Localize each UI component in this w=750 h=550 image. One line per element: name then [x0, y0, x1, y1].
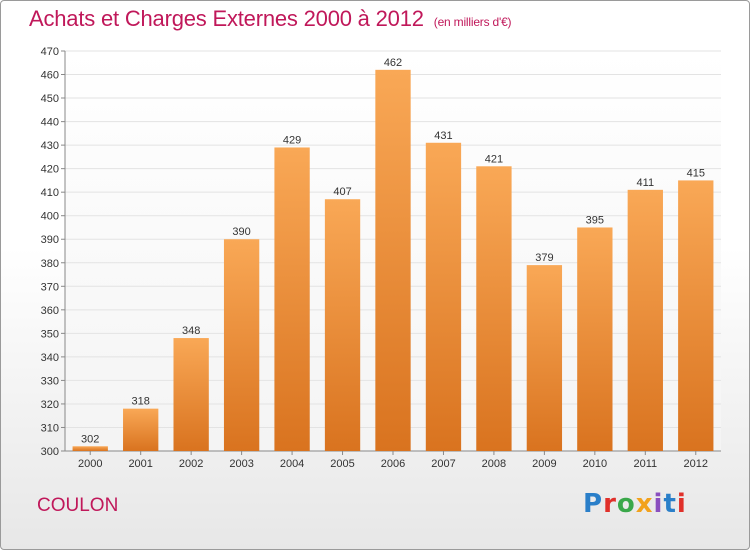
bar	[577, 227, 613, 451]
x-tick-label: 2004	[280, 458, 304, 470]
y-tick-label: 410	[41, 187, 59, 199]
x-tick-label: 2011	[633, 458, 657, 470]
x-tick-label: 2012	[684, 458, 708, 470]
logo-letter: o	[616, 489, 636, 519]
data-label: 407	[333, 186, 351, 198]
y-tick-label: 390	[41, 234, 59, 246]
logo-letter: x	[635, 489, 654, 519]
y-tick-label: 470	[41, 46, 59, 58]
x-tick-label: 2001	[128, 458, 152, 470]
logo-letter: i	[653, 489, 664, 519]
y-tick-label: 370	[41, 281, 59, 293]
bar	[324, 199, 361, 451]
y-axis-ticks: 300 310 320 330 340 350 360 370 380 390 400 410 420 4…	[41, 46, 59, 458]
x-tick-label: 2007	[431, 458, 455, 470]
data-label: 318	[132, 396, 150, 408]
x-tick-label: 2003	[229, 458, 253, 470]
chart-title: Achats et Charges Externes 2000 à 2012 (e…	[29, 6, 512, 32]
x-tick-label: 2002	[179, 458, 203, 470]
y-tick-label: 420	[41, 164, 59, 176]
data-label: 462	[384, 57, 402, 69]
data-label: 421	[485, 153, 503, 165]
logo-letter: r	[603, 489, 617, 519]
x-tick-label: 2009	[532, 458, 556, 470]
y-tick-label: 320	[41, 399, 59, 411]
data-label: 415	[687, 167, 705, 179]
bar	[678, 180, 714, 452]
bar	[627, 189, 663, 451]
y-tick-label: 400	[41, 211, 59, 223]
chart-title-text: Achats et Charges Externes 2000 à 2012	[29, 6, 424, 31]
data-label: 429	[283, 134, 301, 146]
x-axis-ticks: 2000 2001 2002 2003 2004 2005 2006 2007 2008 2009…	[78, 451, 708, 470]
data-label: 379	[535, 252, 553, 264]
data-label: 411	[637, 177, 655, 189]
logo-letter: P	[583, 489, 604, 519]
x-tick-label: 2000	[78, 458, 102, 470]
y-tick-label: 330	[41, 375, 59, 387]
bar	[173, 338, 209, 451]
bar	[123, 408, 159, 451]
x-tick-label: 2008	[482, 458, 506, 470]
x-tick-label: 2006	[381, 458, 405, 470]
y-tick-label: 430	[41, 140, 59, 152]
bar	[223, 239, 260, 451]
x-tick-label: 2010	[583, 458, 607, 470]
y-tick-label: 310	[41, 422, 59, 434]
logo-letter: i	[676, 489, 687, 519]
y-tick-label: 340	[41, 352, 59, 364]
y-tick-label: 460	[41, 70, 59, 82]
y-tick-label: 360	[41, 305, 59, 317]
chart-unit: (en milliers d'€)	[433, 15, 512, 29]
bar	[375, 69, 411, 451]
x-tick-label: 2005	[330, 458, 354, 470]
data-label: 348	[182, 325, 200, 337]
data-label: 302	[81, 433, 99, 445]
commune-name: COULON	[37, 495, 119, 516]
y-tick-label: 300	[41, 446, 59, 458]
proxiti-logo: Proxiti	[583, 489, 687, 519]
logo-letter: t	[663, 489, 677, 519]
data-labels: 302 318 348 390 429 407 462 431 421 379 395 411 415	[81, 57, 705, 445]
bar	[476, 166, 512, 451]
bars	[72, 69, 714, 452]
bar	[526, 265, 563, 451]
bar	[425, 142, 462, 451]
data-label: 395	[586, 214, 604, 226]
y-tick-label: 450	[41, 93, 59, 105]
y-tick-label: 440	[41, 117, 59, 129]
y-tick-label: 350	[41, 328, 59, 340]
y-tick-label: 380	[41, 258, 59, 270]
bar	[72, 446, 108, 451]
data-label: 431	[434, 130, 452, 142]
bar	[274, 147, 310, 451]
data-label: 390	[232, 226, 250, 238]
